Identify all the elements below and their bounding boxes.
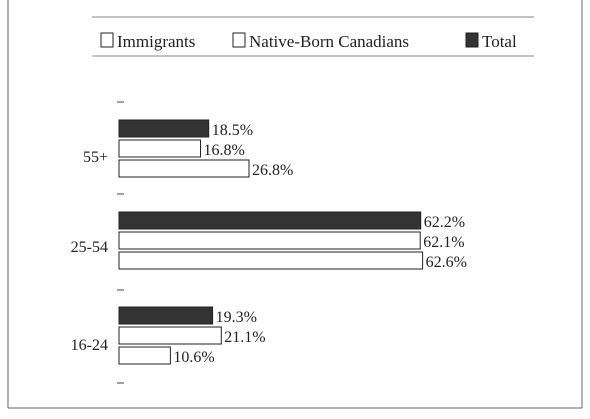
value-labels: 18.5% 16.8% 26.8% 62.2% 62.1% 62.6% 19.3… [173,122,467,366]
value-label-25-54-total: 62.2% [424,214,465,231]
bar-25-54-total [118,211,422,230]
bar-55plus-total [118,119,210,138]
legend-swatch-total [465,32,479,48]
value-label-16-24-total: 19.3% [216,309,257,326]
legend-label-native-born: Native-Born Canadians [249,32,409,51]
bars [118,119,424,365]
category-label-55plus: 55+ [83,149,108,166]
legend-label-immigrants: Immigrants [117,32,195,51]
value-label-55plus-immigrants: 26.8% [252,162,293,179]
bar-16-24-total [118,306,214,325]
bar-25-54-native-born [118,231,421,250]
value-label-16-24-immigrants: 10.6% [173,349,214,366]
legend-label-total: Total [482,32,517,51]
legend-swatch-immigrants [100,32,114,48]
category-labels: 55+ 25-54 16-24 [71,149,108,354]
value-label-55plus-native-born: 16.8% [204,142,245,159]
bar-55plus-native-born [118,139,201,158]
axis-ticks [117,101,124,384]
bar-16-24-native-born [118,326,222,345]
category-label-25-54: 25-54 [71,239,108,256]
category-label-16-24: 16-24 [71,337,108,354]
bar-25-54-immigrants [118,251,424,270]
value-label-25-54-native-born: 62.1% [423,234,464,251]
legend-swatch-native-born [232,32,246,48]
value-label-55plus-total: 18.5% [212,122,253,139]
value-label-25-54-immigrants: 62.6% [426,254,467,271]
value-label-16-24-native-born: 21.1% [224,329,265,346]
bar-16-24-immigrants [118,346,171,365]
bar-55plus-immigrants [118,159,250,178]
legend: Immigrants Native-Born Canadians Total [92,16,534,57]
